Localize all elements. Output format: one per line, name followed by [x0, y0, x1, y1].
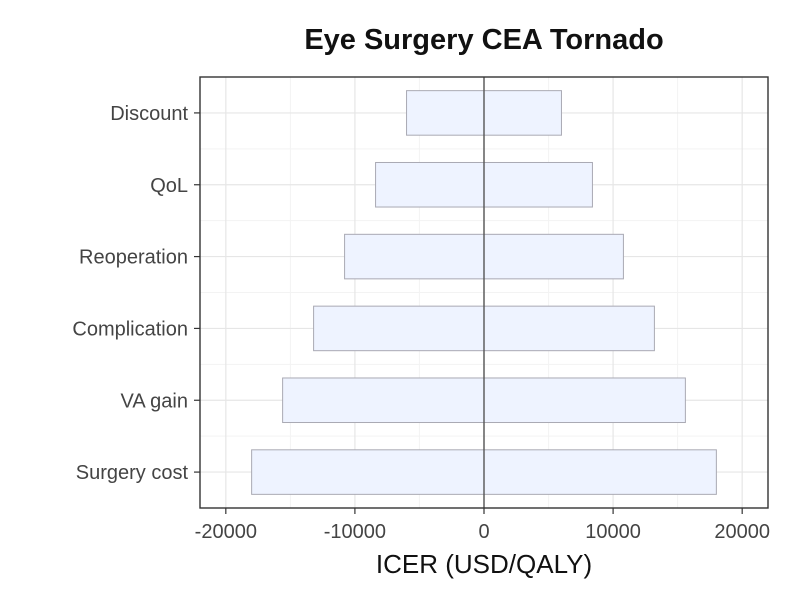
x-axis-title: ICER (USD/QALY) — [375, 549, 593, 579]
x-tick-label: -20000 — [195, 521, 257, 543]
x-tick-label: 20000 — [714, 521, 770, 543]
y-tick-label: VA gain — [121, 390, 188, 412]
y-tick-label: Surgery cost — [76, 462, 189, 484]
x-tick-label: -10000 — [324, 521, 386, 543]
y-tick-label: Complication — [72, 318, 188, 340]
x-tick-label: 10000 — [585, 521, 641, 543]
y-tick-label: QoL — [150, 175, 188, 197]
chart-title: Eye Surgery CEA Tornado — [304, 24, 664, 56]
x-tick-label: 0 — [478, 521, 489, 543]
y-tick-label: Discount — [110, 103, 188, 125]
y-tick-label: Reoperation — [79, 247, 188, 269]
